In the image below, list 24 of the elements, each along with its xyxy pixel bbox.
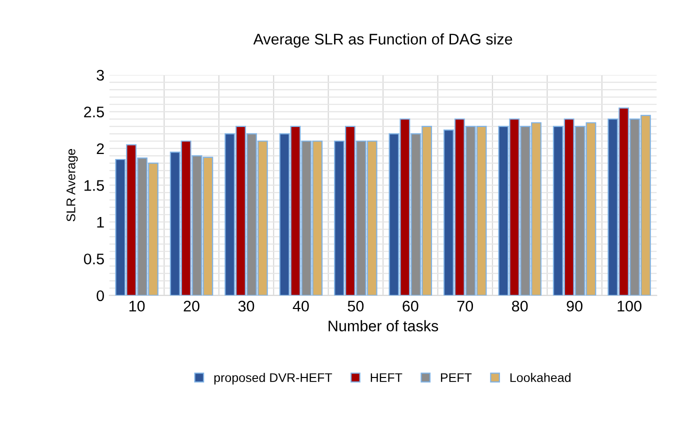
legend-label: PEFT (440, 373, 472, 382)
x-tick-label: 100 (618, 300, 642, 312)
x-tick-label: 10 (129, 300, 145, 312)
x-tick-label: 40 (292, 300, 309, 312)
x-axis-title: Number of tasks (328, 320, 438, 332)
y-tick-label: 1 (97, 216, 104, 228)
x-tick-label: 80 (512, 300, 528, 312)
y-tick-label: 2.5 (84, 106, 104, 118)
y-tick-label: 0 (96, 290, 104, 302)
x-tick-label: 30 (238, 300, 254, 312)
y-tick-label: 0.5 (84, 254, 104, 264)
x-tick-label: 90 (566, 300, 582, 312)
x-tick-label: 60 (402, 300, 418, 312)
legend-label: proposed DVR-HEFT (214, 372, 332, 385)
y-tick-label: 1.5 (84, 180, 104, 191)
chart-title: Average SLR as Function of DAG size (253, 33, 512, 48)
x-tick-label: 70 (457, 300, 474, 312)
x-tick-label: 20 (184, 300, 200, 312)
y-tick-label: 3 (96, 70, 104, 81)
legend-label: HEFT (370, 373, 402, 382)
legend-label: Lookahead (510, 372, 570, 382)
y-axis-title: SLR Average (66, 149, 78, 222)
x-tick-label: 50 (348, 300, 364, 312)
y-tick-label: 2 (96, 143, 104, 154)
